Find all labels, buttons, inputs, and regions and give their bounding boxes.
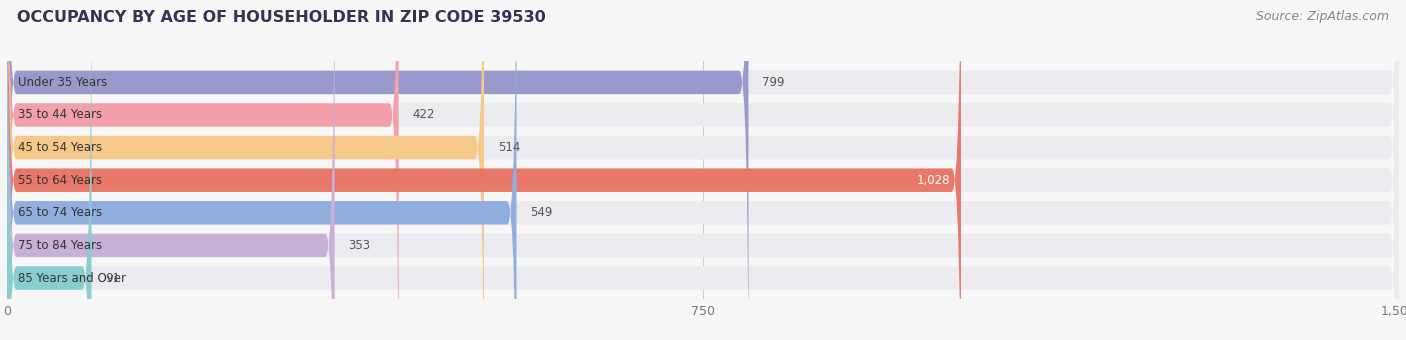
FancyBboxPatch shape <box>7 0 91 340</box>
Text: 65 to 74 Years: 65 to 74 Years <box>18 206 103 219</box>
Text: 549: 549 <box>530 206 553 219</box>
Text: 91: 91 <box>105 272 121 285</box>
FancyBboxPatch shape <box>7 0 1399 340</box>
FancyBboxPatch shape <box>7 0 1399 340</box>
Text: 514: 514 <box>498 141 520 154</box>
Text: 85 Years and Over: 85 Years and Over <box>18 272 127 285</box>
FancyBboxPatch shape <box>7 0 1399 340</box>
FancyBboxPatch shape <box>7 0 960 340</box>
Text: 422: 422 <box>412 108 434 121</box>
Text: 35 to 44 Years: 35 to 44 Years <box>18 108 103 121</box>
Text: Source: ZipAtlas.com: Source: ZipAtlas.com <box>1256 10 1389 23</box>
FancyBboxPatch shape <box>7 0 1399 340</box>
Text: 1,028: 1,028 <box>917 174 950 187</box>
FancyBboxPatch shape <box>7 0 1399 340</box>
FancyBboxPatch shape <box>7 0 484 340</box>
Text: 75 to 84 Years: 75 to 84 Years <box>18 239 103 252</box>
Text: OCCUPANCY BY AGE OF HOUSEHOLDER IN ZIP CODE 39530: OCCUPANCY BY AGE OF HOUSEHOLDER IN ZIP C… <box>17 10 546 25</box>
FancyBboxPatch shape <box>7 0 335 340</box>
Text: 45 to 54 Years: 45 to 54 Years <box>18 141 103 154</box>
FancyBboxPatch shape <box>7 0 748 340</box>
Text: 55 to 64 Years: 55 to 64 Years <box>18 174 103 187</box>
FancyBboxPatch shape <box>7 0 399 340</box>
Text: 799: 799 <box>762 76 785 89</box>
Text: Under 35 Years: Under 35 Years <box>18 76 107 89</box>
FancyBboxPatch shape <box>7 0 1399 340</box>
Text: 353: 353 <box>349 239 371 252</box>
FancyBboxPatch shape <box>7 0 516 340</box>
FancyBboxPatch shape <box>7 0 1399 340</box>
